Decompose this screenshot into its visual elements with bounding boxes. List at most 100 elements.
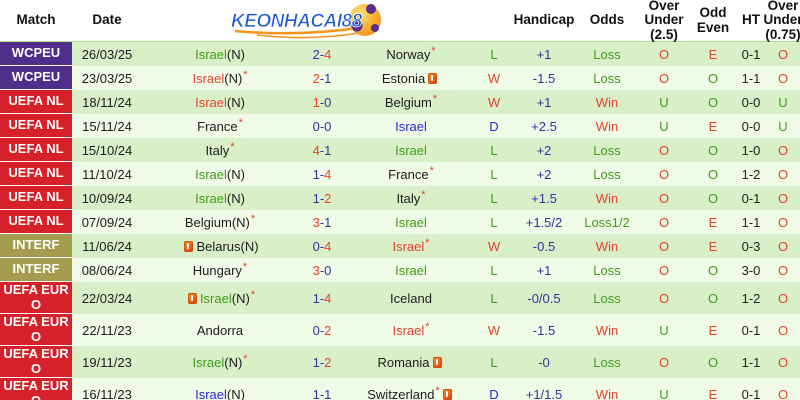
odds-result: Loss [576,42,638,66]
away-team: Norway * [346,42,476,66]
neutral-suffix: (N) [226,166,245,182]
away-team: Israel * [346,234,476,258]
over-under-075-value: O [766,66,800,90]
odds-result: Win [576,114,638,138]
result-letter: W [476,66,512,90]
ht-score: 1-1 [736,66,766,90]
result-letter: L [476,42,512,66]
score: 3-1 [298,210,346,234]
over-under-075-value: O [766,210,800,234]
handicap-value: -0/0.5 [512,282,576,314]
odd-even-value: O [690,138,736,162]
match-row: UEFA EUR O 19/11/23 Israel (N) * 1-2 Romania L -… [0,346,800,378]
result-letter: W [476,234,512,258]
over-under-075-value: O [766,314,800,346]
star-icon: * [435,385,440,397]
home-team: Israel (N) [142,162,298,186]
neutral-suffix: (N) [224,70,243,86]
score-dash: - [319,142,325,158]
match-date: 11/10/24 [72,162,142,186]
league-badge: WCPEU [0,42,72,66]
home-goals: 1 [312,354,320,370]
result-letter: L [476,138,512,162]
match-date: 15/10/24 [72,138,142,162]
over-under-25-value: O [638,186,690,210]
odds-result: Loss [576,346,638,378]
result-letter: W [476,90,512,114]
team-name: Israel [199,290,232,306]
logo[interactable]: KEONHACAI88 [142,0,476,41]
over-under-075-value: O [766,282,800,314]
star-icon: * [250,289,256,301]
team-name: Estonia [381,70,426,86]
league-badge: UEFA NL [0,114,72,138]
over-under-25-value: U [638,114,690,138]
team-name: Israel [195,190,227,206]
handicap-value: +2 [512,162,576,186]
over-under-075-value: O [766,234,800,258]
logo-graphic: KEONHACAI88 [231,3,381,38]
away-team: Israel [346,114,476,138]
odd-even-value: O [690,258,736,282]
ht-score: 0-1 [736,42,766,66]
team-name: Belarus [196,238,241,254]
over-under-25-value: U [638,378,690,400]
match-date: 11/06/24 [72,234,142,258]
logo-text: KEONHACAI88 [231,11,363,32]
home-goals: 0 [312,322,320,338]
team-name: Israel [392,322,425,338]
star-icon: * [432,93,438,105]
over-under-25-value: U [638,90,690,114]
ht-score: 1-1 [736,210,766,234]
neutral-suffix: (N) [231,214,250,230]
star-icon: * [243,69,248,81]
odds-result: Loss [576,66,638,90]
match-row: UEFA EUR O 22/03/24 Israel (N) * 1-4 Iceland L -… [0,282,800,314]
handicap-value: -1.5 [512,66,576,90]
over-under-075-value: O [766,42,800,66]
team-name: Israel [395,262,427,278]
star-icon: * [250,213,256,225]
team-name: Hungary [192,262,242,278]
away-team: Israel [346,210,476,234]
team-name: Andorra [196,322,244,338]
home-team: France * [142,114,298,138]
handicap-value: +1 [512,42,576,66]
league-badge: UEFA EUR O [0,314,72,346]
ht-score: 0-1 [736,378,766,400]
team-name: Switzerland [367,386,435,400]
score: 1-4 [298,162,346,186]
odds-result: Loss [576,162,638,186]
odds-result: Win [576,90,638,114]
home-team: Israel (N) * [142,66,298,90]
ht-score: 0-0 [736,114,766,138]
score-dash: - [319,262,325,278]
neutral-suffix: (N) [226,386,245,400]
odds-result: Loss [576,258,638,282]
star-icon: * [243,353,248,365]
odds-result: Loss [576,138,638,162]
over-under-075-value: O [766,186,800,210]
score: 0-2 [298,314,346,346]
header-odd-even: Odd Even [696,5,730,35]
away-goals: 0 [324,262,332,278]
over-under-075-value: O [766,378,800,400]
card-icon [187,292,197,304]
score-dash: - [319,70,325,86]
league-badge: UEFA NL [0,90,72,114]
ht-score: 1-2 [736,282,766,314]
home-team: Israel (N) [142,42,298,66]
away-team: Israel * [346,314,476,346]
score-dash: - [319,290,325,306]
team-name: Israel [395,214,427,230]
league-badge: WCPEU [0,66,72,90]
team-name: Belgium [184,214,232,230]
team-name: Israel [192,70,225,86]
result-letter: D [476,378,512,400]
score-dash: - [319,190,325,206]
home-goals: 3 [312,214,320,230]
away-goals: 2 [324,322,332,338]
odds-result: Win [576,186,638,210]
score: 1-4 [298,282,346,314]
away-team: Estonia [346,66,476,90]
